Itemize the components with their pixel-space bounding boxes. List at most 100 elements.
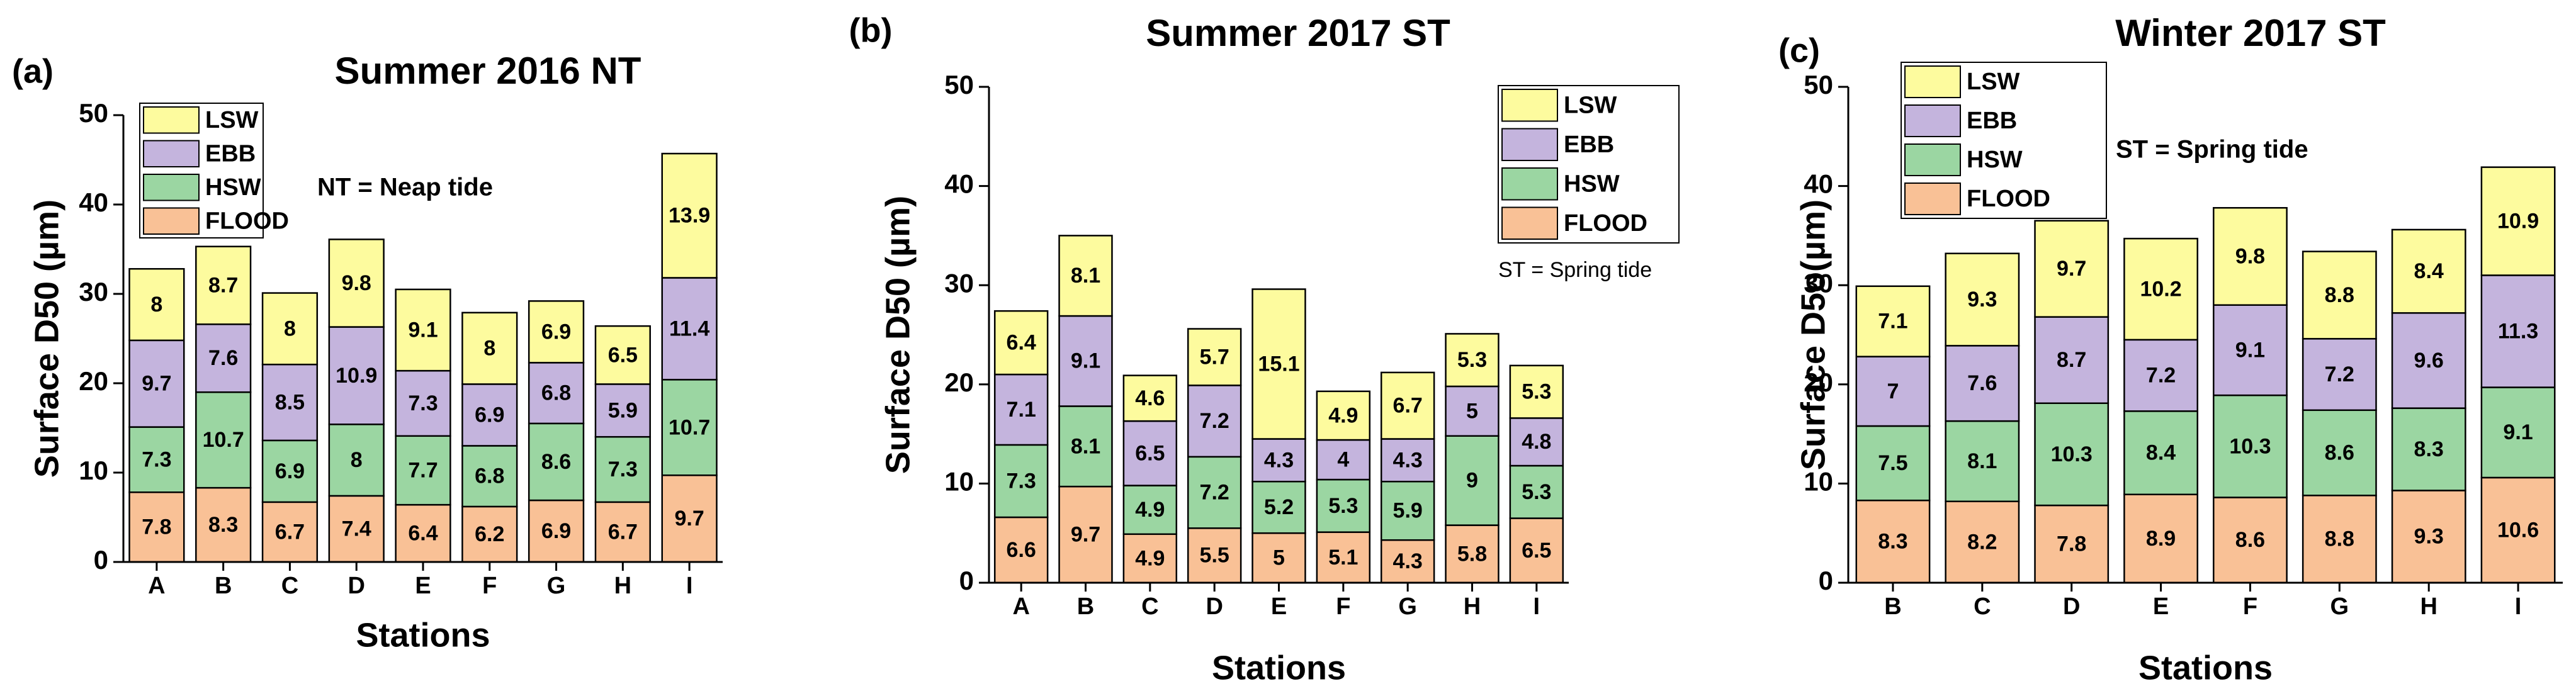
data-label: 4: [1337, 448, 1349, 472]
y-tick-label: 30: [1804, 268, 1833, 298]
x-tick-label: C: [1141, 593, 1158, 620]
data-label: 5.2: [1264, 495, 1294, 519]
y-tick-label: 0: [94, 545, 108, 575]
bar-segment: [1187, 527, 1242, 584]
data-label: 7.1: [1007, 398, 1036, 422]
data-label: 4.6: [1135, 386, 1165, 410]
data-label: 8.8: [2325, 527, 2354, 551]
legend-swatch: [143, 174, 200, 201]
data-label: 9.3: [1967, 288, 1997, 312]
bar-segment: [1251, 480, 1306, 534]
bar-segment: [1316, 390, 1371, 441]
bar-segment: [594, 325, 651, 385]
data-label: 4.3: [1393, 549, 1423, 573]
bar-segment: [528, 499, 585, 563]
data-label: 13.9: [669, 204, 710, 228]
legend-swatch: [143, 207, 200, 235]
data-label: 7.5: [1878, 451, 1907, 475]
data-label: 4.3: [1393, 448, 1423, 472]
data-label: 9.8: [342, 271, 371, 295]
bar-segment: [195, 245, 252, 325]
data-label: 8.3: [1878, 530, 1907, 554]
data-label: 9.7: [2057, 257, 2086, 281]
bar-segment: [1855, 285, 1931, 357]
y-tick-label: 0: [1819, 566, 1833, 595]
bar-segment: [2391, 228, 2466, 314]
x-tick-label: F: [482, 573, 497, 599]
bar-segment: [1058, 315, 1113, 407]
bar-segment: [594, 435, 651, 503]
bar-segment: [2480, 274, 2556, 388]
data-label: 7.7: [408, 458, 438, 482]
bar-segment: [1122, 374, 1178, 422]
data-label: 8.6: [2235, 528, 2265, 552]
bar-segment: [528, 422, 585, 502]
x-tick-label: H: [1464, 593, 1481, 620]
bar-segment: [993, 516, 1049, 584]
x-tick-label: E: [1271, 593, 1287, 620]
panel-label: (a): [12, 52, 54, 90]
bar-segment: [1187, 456, 1242, 529]
data-label: 8.1: [1967, 449, 1997, 473]
data-label: 5.8: [1457, 542, 1487, 566]
bar-segment: [2302, 338, 2377, 412]
data-label: 7.6: [1967, 371, 1997, 395]
bar-segment: [1251, 532, 1306, 584]
y-tick-label: 20: [79, 366, 108, 396]
annotation: NT = Neap tide: [317, 174, 493, 201]
bar-segment: [461, 383, 518, 447]
bar-segment: [1945, 345, 2020, 422]
bar-segment: [2123, 339, 2198, 412]
chart-title: Winter 2017 ST: [2115, 12, 2386, 54]
bar-segment: [195, 391, 252, 489]
x-tick-label: I: [686, 573, 693, 599]
data-label: 8.9: [2146, 527, 2176, 551]
legend-swatch: [1904, 104, 1961, 137]
bar-segment: [1509, 364, 1564, 419]
bar-segment: [2302, 495, 2377, 584]
data-label: 6.7: [275, 520, 305, 544]
data-label: 10.7: [203, 428, 244, 452]
bar-segment: [395, 288, 451, 372]
data-label: 8.4: [2146, 441, 2176, 465]
data-label: 9.1: [408, 318, 438, 342]
data-label: 6.2: [475, 522, 504, 546]
x-axis-label: Stations: [356, 616, 490, 654]
bar-segment: [1187, 328, 1242, 386]
data-label: 4.9: [1328, 403, 1358, 427]
bar-segment: [2302, 409, 2377, 497]
y-tick-label: 30: [79, 277, 108, 306]
data-label: 10.3: [2229, 434, 2271, 458]
legend-swatch: [143, 140, 200, 167]
data-label: 8.3: [208, 513, 238, 537]
bar-segment: [2034, 402, 2110, 507]
bar-segment: [1058, 405, 1113, 488]
y-tick-label: 50: [79, 98, 108, 128]
data-label: 5.1: [1328, 546, 1358, 570]
data-label: 6.9: [475, 403, 504, 427]
bar-segment: [2391, 407, 2466, 491]
y-tick-label: 30: [944, 268, 974, 298]
data-label: 7.2: [1200, 409, 1229, 433]
bar-segment: [1380, 438, 1435, 483]
data-label: 8.4: [2414, 259, 2444, 283]
bar-segment: [261, 292, 319, 366]
data-label: 5.5: [1200, 544, 1229, 568]
bar-segment: [461, 445, 518, 508]
x-tick-label: G: [1398, 593, 1417, 620]
y-tick-label: 20: [944, 368, 974, 397]
bar-segment: [2480, 166, 2556, 276]
bar-segment: [1945, 500, 2020, 584]
data-label: 6.4: [1007, 331, 1036, 355]
x-tick-label: E: [415, 573, 431, 599]
data-label: 8.2: [1967, 530, 1997, 554]
data-label: 6.7: [608, 520, 638, 544]
data-label: 9.6: [2414, 349, 2444, 373]
data-label: 6.4: [408, 522, 438, 546]
bar-segment: [2302, 250, 2377, 340]
legend-label: LSW: [1564, 92, 1617, 118]
data-label: 10.9: [2497, 210, 2539, 233]
bar-segment: [328, 239, 385, 328]
data-label: 6.5: [1522, 539, 1551, 563]
